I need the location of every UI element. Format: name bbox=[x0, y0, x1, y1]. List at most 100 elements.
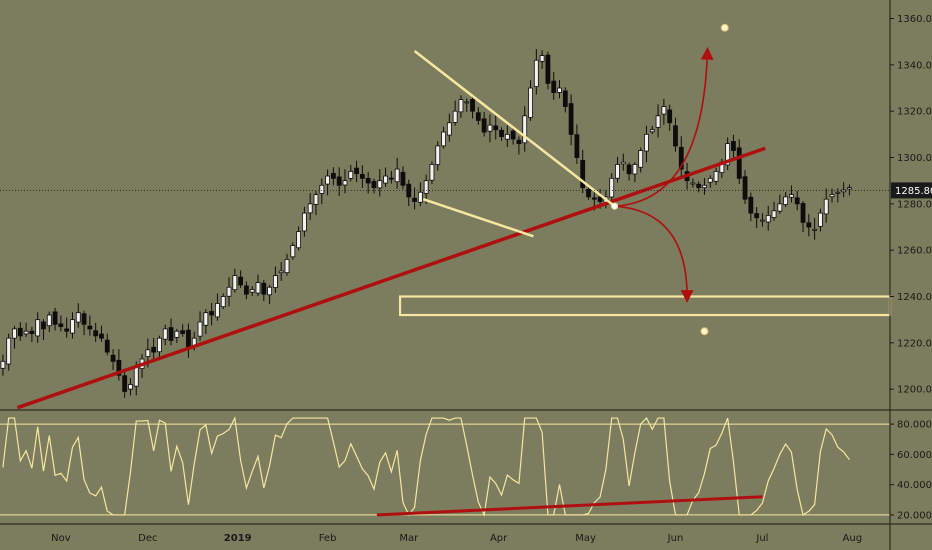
candle-body bbox=[452, 110, 458, 123]
candle-body bbox=[591, 197, 597, 200]
candle-body bbox=[528, 87, 533, 118]
candle-body bbox=[261, 282, 267, 295]
candle-body bbox=[267, 286, 273, 296]
candle-body bbox=[330, 172, 336, 179]
candle-body bbox=[823, 198, 829, 215]
candle-body bbox=[620, 161, 626, 165]
candle-body bbox=[748, 196, 754, 214]
candle-body bbox=[470, 99, 475, 112]
price-tick-label: 1260.00 bbox=[897, 246, 932, 257]
candle-body bbox=[441, 131, 446, 147]
candle-body bbox=[354, 167, 359, 175]
candle-body bbox=[313, 194, 319, 205]
candle-body bbox=[0, 360, 6, 369]
candle-body bbox=[609, 177, 615, 198]
candle-body bbox=[336, 176, 342, 186]
time-tick-label: 2019 bbox=[224, 533, 252, 544]
time-tick-label: Jun bbox=[667, 533, 684, 544]
candle-body bbox=[52, 311, 58, 325]
time-tick-label: Apr bbox=[490, 533, 508, 544]
price-tick-label: 1280.00 bbox=[897, 199, 932, 210]
candle-body bbox=[458, 99, 464, 113]
candle-body bbox=[400, 171, 406, 186]
candle-body bbox=[777, 203, 783, 212]
candle-body bbox=[731, 141, 736, 151]
candle-body bbox=[273, 275, 278, 288]
price-tick-label: 1340.00 bbox=[897, 60, 932, 71]
candle-body bbox=[812, 228, 818, 231]
candle-body bbox=[388, 177, 394, 180]
candle-body bbox=[342, 180, 348, 186]
candle-body bbox=[649, 129, 655, 133]
candle-body bbox=[232, 275, 238, 291]
time-tick-label: Dec bbox=[138, 533, 157, 544]
candle-body bbox=[168, 327, 174, 341]
candle-body bbox=[760, 219, 765, 222]
candle-body bbox=[429, 164, 435, 181]
candle-body bbox=[87, 325, 93, 330]
candle-body bbox=[661, 106, 667, 115]
candle-body bbox=[707, 177, 713, 183]
price-tick-label: 1320.00 bbox=[897, 107, 932, 118]
candle-body bbox=[319, 184, 325, 194]
candle-body bbox=[133, 365, 139, 387]
candle-body bbox=[557, 87, 562, 93]
candle-body bbox=[394, 168, 400, 183]
candle-body bbox=[122, 375, 128, 392]
candle-body bbox=[255, 282, 261, 294]
candle-body bbox=[806, 222, 812, 228]
rsi-panel bbox=[0, 409, 932, 518]
apex-point-marker bbox=[611, 202, 619, 210]
candle-body bbox=[464, 101, 470, 104]
candle-body bbox=[446, 122, 452, 136]
candle-body bbox=[638, 150, 644, 168]
current-price-badge bbox=[891, 182, 932, 199]
price-tick-label: 1220.00 bbox=[897, 338, 932, 349]
candle-body bbox=[586, 188, 591, 198]
candle-body bbox=[29, 330, 35, 334]
candle-body bbox=[174, 330, 180, 338]
candle-body bbox=[789, 194, 794, 198]
candle-body bbox=[615, 164, 620, 179]
candle-body bbox=[522, 115, 528, 144]
candle-body bbox=[818, 212, 823, 227]
candle-body bbox=[186, 329, 191, 348]
candle-body bbox=[41, 321, 46, 330]
candle-body bbox=[783, 196, 789, 205]
candle-body bbox=[301, 212, 307, 232]
candle-body bbox=[713, 171, 719, 182]
candle-body bbox=[215, 303, 220, 318]
candle-body bbox=[539, 55, 545, 62]
candle-body bbox=[17, 327, 23, 337]
candle-body bbox=[771, 210, 777, 218]
time-tick-label: Jul bbox=[755, 533, 768, 544]
candle-body bbox=[673, 125, 678, 147]
candle-body bbox=[348, 171, 354, 179]
candle-body bbox=[209, 310, 215, 316]
candle-body bbox=[754, 213, 760, 219]
candle-body bbox=[847, 187, 852, 190]
drawings-group bbox=[0, 23, 892, 410]
candle-body bbox=[655, 115, 661, 128]
candle-body bbox=[562, 90, 568, 107]
candle-body bbox=[12, 328, 17, 339]
candle-body bbox=[64, 328, 70, 332]
rsi-tick-label: 40.0000 bbox=[897, 480, 932, 491]
candle-body bbox=[226, 286, 232, 297]
time-tick-label: Feb bbox=[319, 533, 337, 544]
support-trendline bbox=[16, 146, 766, 410]
candle-body bbox=[35, 319, 41, 337]
candle-body bbox=[81, 313, 87, 325]
candle-body bbox=[841, 189, 847, 193]
triangle-lower-line bbox=[422, 198, 534, 238]
bullish-forecast-arrow bbox=[614, 46, 714, 207]
triangle-upper-line bbox=[413, 49, 616, 208]
candle-body bbox=[516, 139, 522, 145]
candle-body bbox=[632, 164, 638, 175]
time-tick-label: May bbox=[575, 533, 596, 544]
price-tick-label: 1360.00 bbox=[897, 14, 932, 25]
